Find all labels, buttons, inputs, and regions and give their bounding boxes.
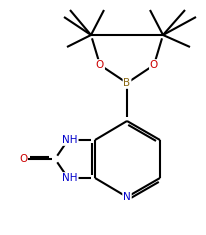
Text: B: B: [123, 78, 131, 88]
Text: NH: NH: [62, 173, 78, 183]
Text: O: O: [96, 60, 104, 70]
Text: N: N: [123, 192, 131, 202]
Text: O: O: [19, 154, 27, 164]
Text: O: O: [150, 60, 158, 70]
Text: NH: NH: [62, 135, 78, 145]
